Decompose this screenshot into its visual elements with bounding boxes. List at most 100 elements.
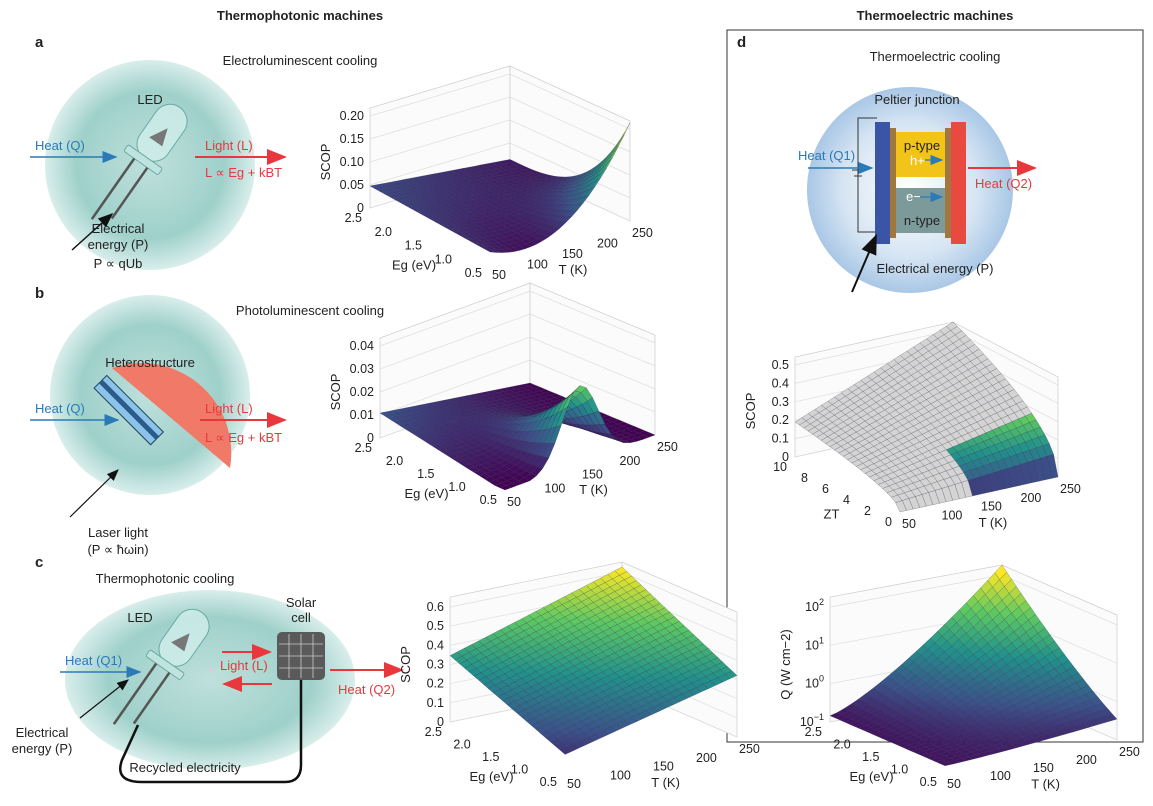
y-tick-label: 250	[1060, 482, 1081, 496]
y-tick-label: 200	[620, 454, 641, 468]
label: (P ∝ ħωin)	[87, 542, 148, 557]
surface-plot: 00.050.100.150.20SCOP2.52.01.51.00.5Eg (…	[318, 66, 653, 282]
y-tick-label: 150	[1033, 761, 1054, 775]
z-tick-label: 0.3	[772, 395, 789, 409]
panel-title: Electroluminescent cooling	[223, 53, 378, 68]
z-tick-label: 0.04	[350, 339, 374, 353]
label: LED	[127, 610, 152, 625]
header: Thermoelectric machines	[857, 8, 1014, 23]
y-axis-label: T (K)	[651, 775, 680, 790]
x-tick-label: 4	[843, 493, 850, 507]
label: Peltier junction	[874, 92, 959, 107]
y-axis-label: T (K)	[559, 262, 588, 277]
z-tick-label: 0.10	[340, 155, 364, 169]
z-tick-label: 0.2	[427, 677, 444, 691]
hot-side	[951, 122, 966, 244]
x-axis-label: Eg (eV)	[392, 258, 436, 273]
y-tick-label: 100	[527, 258, 548, 272]
y-tick-label: 250	[739, 742, 760, 756]
y-tick-label: 200	[597, 237, 618, 251]
x-axis-label: Eg (eV)	[849, 769, 893, 784]
tick-exp: −1	[814, 712, 824, 722]
label: Solar	[286, 595, 317, 610]
x-tick-label: 1.0	[448, 480, 465, 494]
y-tick-label: 150	[562, 247, 583, 261]
y-tick-label: 200	[1021, 491, 1042, 505]
tick-exp: 1	[819, 635, 824, 645]
surface-plot: 00.10.20.30.40.50.6SCOP2.52.01.51.00.5Eg…	[398, 562, 760, 791]
cold-side	[875, 122, 890, 244]
y-tick-label: 250	[657, 440, 678, 454]
z-tick-label: 0.15	[340, 132, 364, 146]
z-axis-label: Q (W cm−2)	[778, 629, 793, 699]
tick-exp: 2	[819, 597, 824, 607]
label: Electrical energy (P)	[876, 261, 993, 276]
y-tick-label: 50	[507, 495, 521, 509]
x-tick-label: 2.0	[375, 225, 392, 239]
label: h+	[910, 153, 925, 168]
x-tick-label: 0.5	[540, 775, 557, 789]
x-tick-label: 0.5	[480, 493, 497, 507]
z-tick-label: 0.03	[350, 362, 374, 376]
z-tick-label: 0.1	[427, 696, 444, 710]
x-tick-label: 2.5	[345, 211, 362, 225]
x-axis-label: Eg (eV)	[469, 769, 513, 784]
label: Laser light	[88, 525, 148, 540]
tick-base: 10	[805, 600, 819, 614]
panel-letter: d	[737, 34, 746, 51]
panel-title: Thermoelectric cooling	[870, 49, 1001, 64]
x-tick-label: 0	[885, 515, 892, 529]
z-tick-label: 0.05	[340, 178, 364, 192]
tick-base: 10	[805, 638, 819, 652]
z-axis-label: SCOP	[318, 144, 333, 181]
x-tick-label: 2.0	[453, 738, 470, 752]
y-tick-label: 200	[696, 751, 717, 765]
plots: 0 0.05 0.10 0.15 0.2 0 SCOP 2.5 2.0 1.5 1.0 0.5 Eg (…	[318, 66, 1140, 791]
y-tick-label: 50	[567, 777, 581, 791]
z-tick-label: 0.2	[772, 413, 789, 427]
panel-title: Photoluminescent cooling	[236, 303, 384, 318]
z-tick-label: 101	[805, 635, 824, 652]
x-tick-label: 1.5	[482, 750, 499, 764]
label: LED	[137, 92, 162, 107]
x-tick-label: 2.5	[425, 725, 442, 739]
x-axis-label: ZT	[824, 507, 840, 522]
z-tick-label: 0.6	[427, 600, 444, 614]
x-axis-label: Eg (eV)	[404, 486, 448, 501]
z-axis-label: SCOP	[398, 646, 413, 683]
panel-title: Thermophotonic cooling	[96, 571, 235, 586]
y-tick-label: 250	[1119, 745, 1140, 759]
y-tick-label: 100	[545, 481, 566, 495]
x-tick-label: 2	[864, 504, 871, 518]
panel-letter: b	[35, 285, 44, 302]
z-tick-label: 0.5	[427, 619, 444, 633]
x-tick-label: 10	[773, 460, 787, 474]
label: Heat (Q)	[35, 401, 85, 416]
panel-letter: c	[35, 554, 43, 571]
label: Light (L)	[220, 658, 268, 673]
y-tick-label: 50	[947, 777, 961, 791]
label: e−	[906, 189, 921, 204]
label: Recycled electricity	[129, 760, 241, 775]
label: Heat (Q2)	[338, 682, 395, 697]
contact	[890, 128, 896, 238]
label: cell	[291, 610, 311, 625]
z-tick-label: 0.02	[350, 385, 374, 399]
z-tick-label: 100	[805, 674, 824, 691]
x-tick-label: 6	[822, 482, 829, 496]
page: { "headers": {"left": "Thermophotonic ma…	[0, 0, 1153, 806]
tick-exp: 0	[819, 674, 824, 684]
label: Heat (Q2)	[975, 176, 1032, 191]
z-tick-label: 0.4	[772, 376, 789, 390]
x-tick-label: 8	[801, 471, 808, 485]
contact	[945, 128, 951, 238]
label: L ∝ Eg + kBT	[205, 165, 282, 180]
x-tick-label: 2.5	[805, 725, 822, 739]
y-tick-label: 250	[632, 226, 653, 240]
x-tick-label: 1.5	[862, 750, 879, 764]
y-tick-label: 50	[492, 268, 506, 282]
label: energy (P)	[88, 237, 149, 252]
z-tick-label: 0.5	[772, 358, 789, 372]
x-tick-label: 2.0	[386, 454, 403, 468]
label: L ∝ Eg + kBT	[205, 430, 282, 445]
